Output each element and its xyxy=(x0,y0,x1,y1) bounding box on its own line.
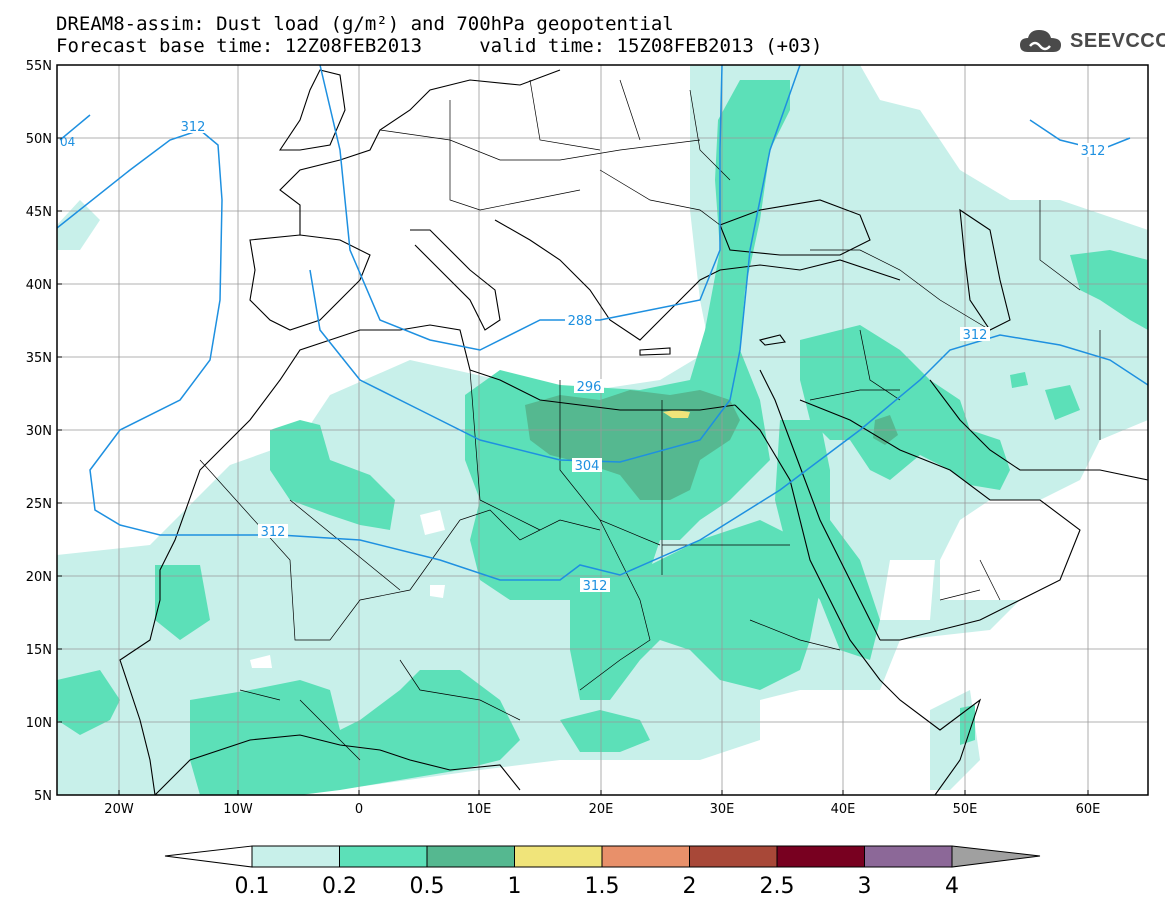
colorbar-arrow-right xyxy=(951,845,1041,868)
map-body: 312 288 296 304 312 312 312 312 04 xyxy=(57,65,1148,795)
lat-label: 5N xyxy=(34,789,52,804)
colorbar-segment xyxy=(689,845,778,868)
lat-label: 40N xyxy=(26,278,52,293)
colorbar-label: 1 xyxy=(508,874,522,899)
colorbar-label: 3 xyxy=(858,874,872,899)
lat-label: 20N xyxy=(26,570,52,585)
colorbar-segment xyxy=(426,845,515,868)
lat-ticks xyxy=(57,64,1089,796)
dust-field-peak xyxy=(663,410,690,418)
lat-label: 50N xyxy=(26,132,52,147)
contour-label: 312 xyxy=(181,120,206,135)
lon-label: 20E xyxy=(589,802,614,817)
colorbar-label: 1.5 xyxy=(585,874,620,899)
colorbar-arrow-left xyxy=(164,845,253,868)
colorbar-segment xyxy=(514,845,603,868)
logo-text: SEEVCCC xyxy=(1070,29,1165,52)
colorbar-label: 2.5 xyxy=(760,874,795,899)
colorbar-label: 0.1 xyxy=(235,874,270,899)
contour-label: 04 xyxy=(60,135,75,149)
colorbar-label: 2 xyxy=(683,874,697,899)
contour-label: 312 xyxy=(261,525,286,540)
lat-label: 15N xyxy=(26,643,52,658)
dust-field-medium xyxy=(57,80,1148,795)
lat-label: 55N xyxy=(26,59,52,74)
contour-label-group: 312 288 296 304 312 312 312 312 04 xyxy=(60,119,1108,594)
map-title: DREAM8-assim: Dust load (g/m²) and 700hP… xyxy=(56,13,674,35)
contour-label: 296 xyxy=(577,380,602,395)
lat-labels: 55N 50N 45N 40N 35N 30N 25N 20N 15N 10N … xyxy=(26,59,52,804)
colorbar-label: 0.2 xyxy=(322,874,357,899)
contour-label: 312 xyxy=(1081,144,1106,159)
seevccc-logo: SEEVCCC xyxy=(1018,24,1165,58)
contour-label: 288 xyxy=(568,314,593,329)
colorbar-segment xyxy=(864,845,953,868)
lon-label: 30E xyxy=(710,802,735,817)
colorbar-segment xyxy=(339,845,428,868)
lon-label: 40E xyxy=(831,802,856,817)
colorbar: 0.1 0.2 0.5 1 1.5 2 2.5 3 4 xyxy=(164,845,1041,899)
lon-label: 10W xyxy=(223,802,253,817)
lon-label: 60E xyxy=(1076,802,1101,817)
lat-label: 35N xyxy=(26,351,52,366)
colorbar-label: 4 xyxy=(945,874,959,899)
graticule xyxy=(57,65,1148,795)
colorbar-segment xyxy=(776,845,865,868)
lon-label: 0 xyxy=(355,802,363,817)
coastlines xyxy=(119,69,1148,795)
contour-label: 312 xyxy=(963,328,988,343)
cloud-icon xyxy=(1020,30,1061,52)
lon-label: 10E xyxy=(467,802,492,817)
lat-label: 30N xyxy=(26,424,52,439)
lat-label: 10N xyxy=(26,716,52,731)
lon-label: 50E xyxy=(953,802,978,817)
colorbar-segment xyxy=(601,845,690,868)
contour-label: 312 xyxy=(583,579,608,594)
colorbar-label: 0.5 xyxy=(410,874,445,899)
lon-labels: 20W 10W 0 10E 20E 30E 40E 50E 60E xyxy=(104,802,1100,817)
colorbar-segment xyxy=(251,845,340,868)
lon-label: 20W xyxy=(104,802,134,817)
country-borders xyxy=(199,79,1101,761)
contour-label: 304 xyxy=(575,459,600,474)
lat-label: 25N xyxy=(26,497,52,512)
lat-label: 45N xyxy=(26,205,52,220)
forecast-time-line: Forecast base time: 12Z08FEB2013 valid t… xyxy=(56,35,823,57)
